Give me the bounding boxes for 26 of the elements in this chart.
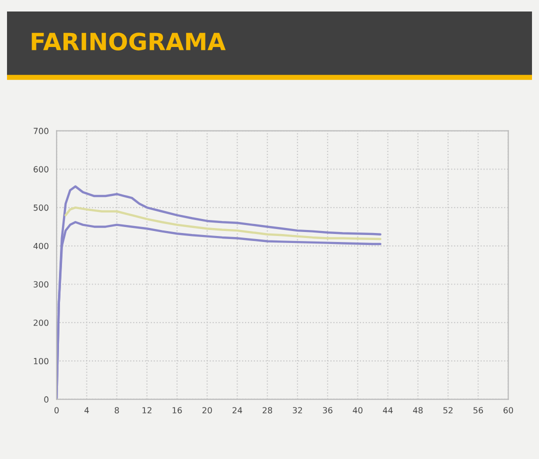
- x-tick-label: 28: [262, 407, 272, 414]
- x-tick-label: 36: [322, 407, 332, 414]
- y-tick-label: 200: [34, 320, 48, 326]
- x-tick-label: 0: [54, 407, 59, 414]
- x-tick-label: 56: [474, 407, 483, 414]
- x-tick-label: 24: [232, 407, 242, 414]
- x-tick-label: 48: [413, 407, 423, 414]
- y-tick-label: 300: [34, 281, 48, 288]
- x-tick-label: 32: [292, 407, 302, 414]
- x-tick-label: 12: [142, 407, 152, 414]
- x-tick-label: 40: [352, 407, 362, 414]
- y-tick-label: 600: [34, 166, 48, 172]
- x-tick-label: 52: [443, 407, 453, 414]
- y-tick-label: 500: [34, 204, 48, 211]
- x-tick-label: 4: [84, 407, 89, 414]
- x-tick-label: 20: [202, 407, 212, 414]
- line-series: [64, 206, 382, 240]
- chart-title: FARINOGRAMA: [32, 32, 226, 50]
- x-tick-label: 60: [504, 407, 514, 414]
- y-tick-label: 700: [34, 128, 48, 134]
- x-tick-label: 16: [172, 407, 182, 414]
- x-tick-label: 44: [382, 407, 393, 414]
- y-tick-label: 400: [33, 242, 48, 250]
- y-tick-label: 0: [44, 396, 48, 403]
- y-tick-label: 100: [34, 358, 48, 364]
- x-tick-label: 8: [114, 407, 119, 414]
